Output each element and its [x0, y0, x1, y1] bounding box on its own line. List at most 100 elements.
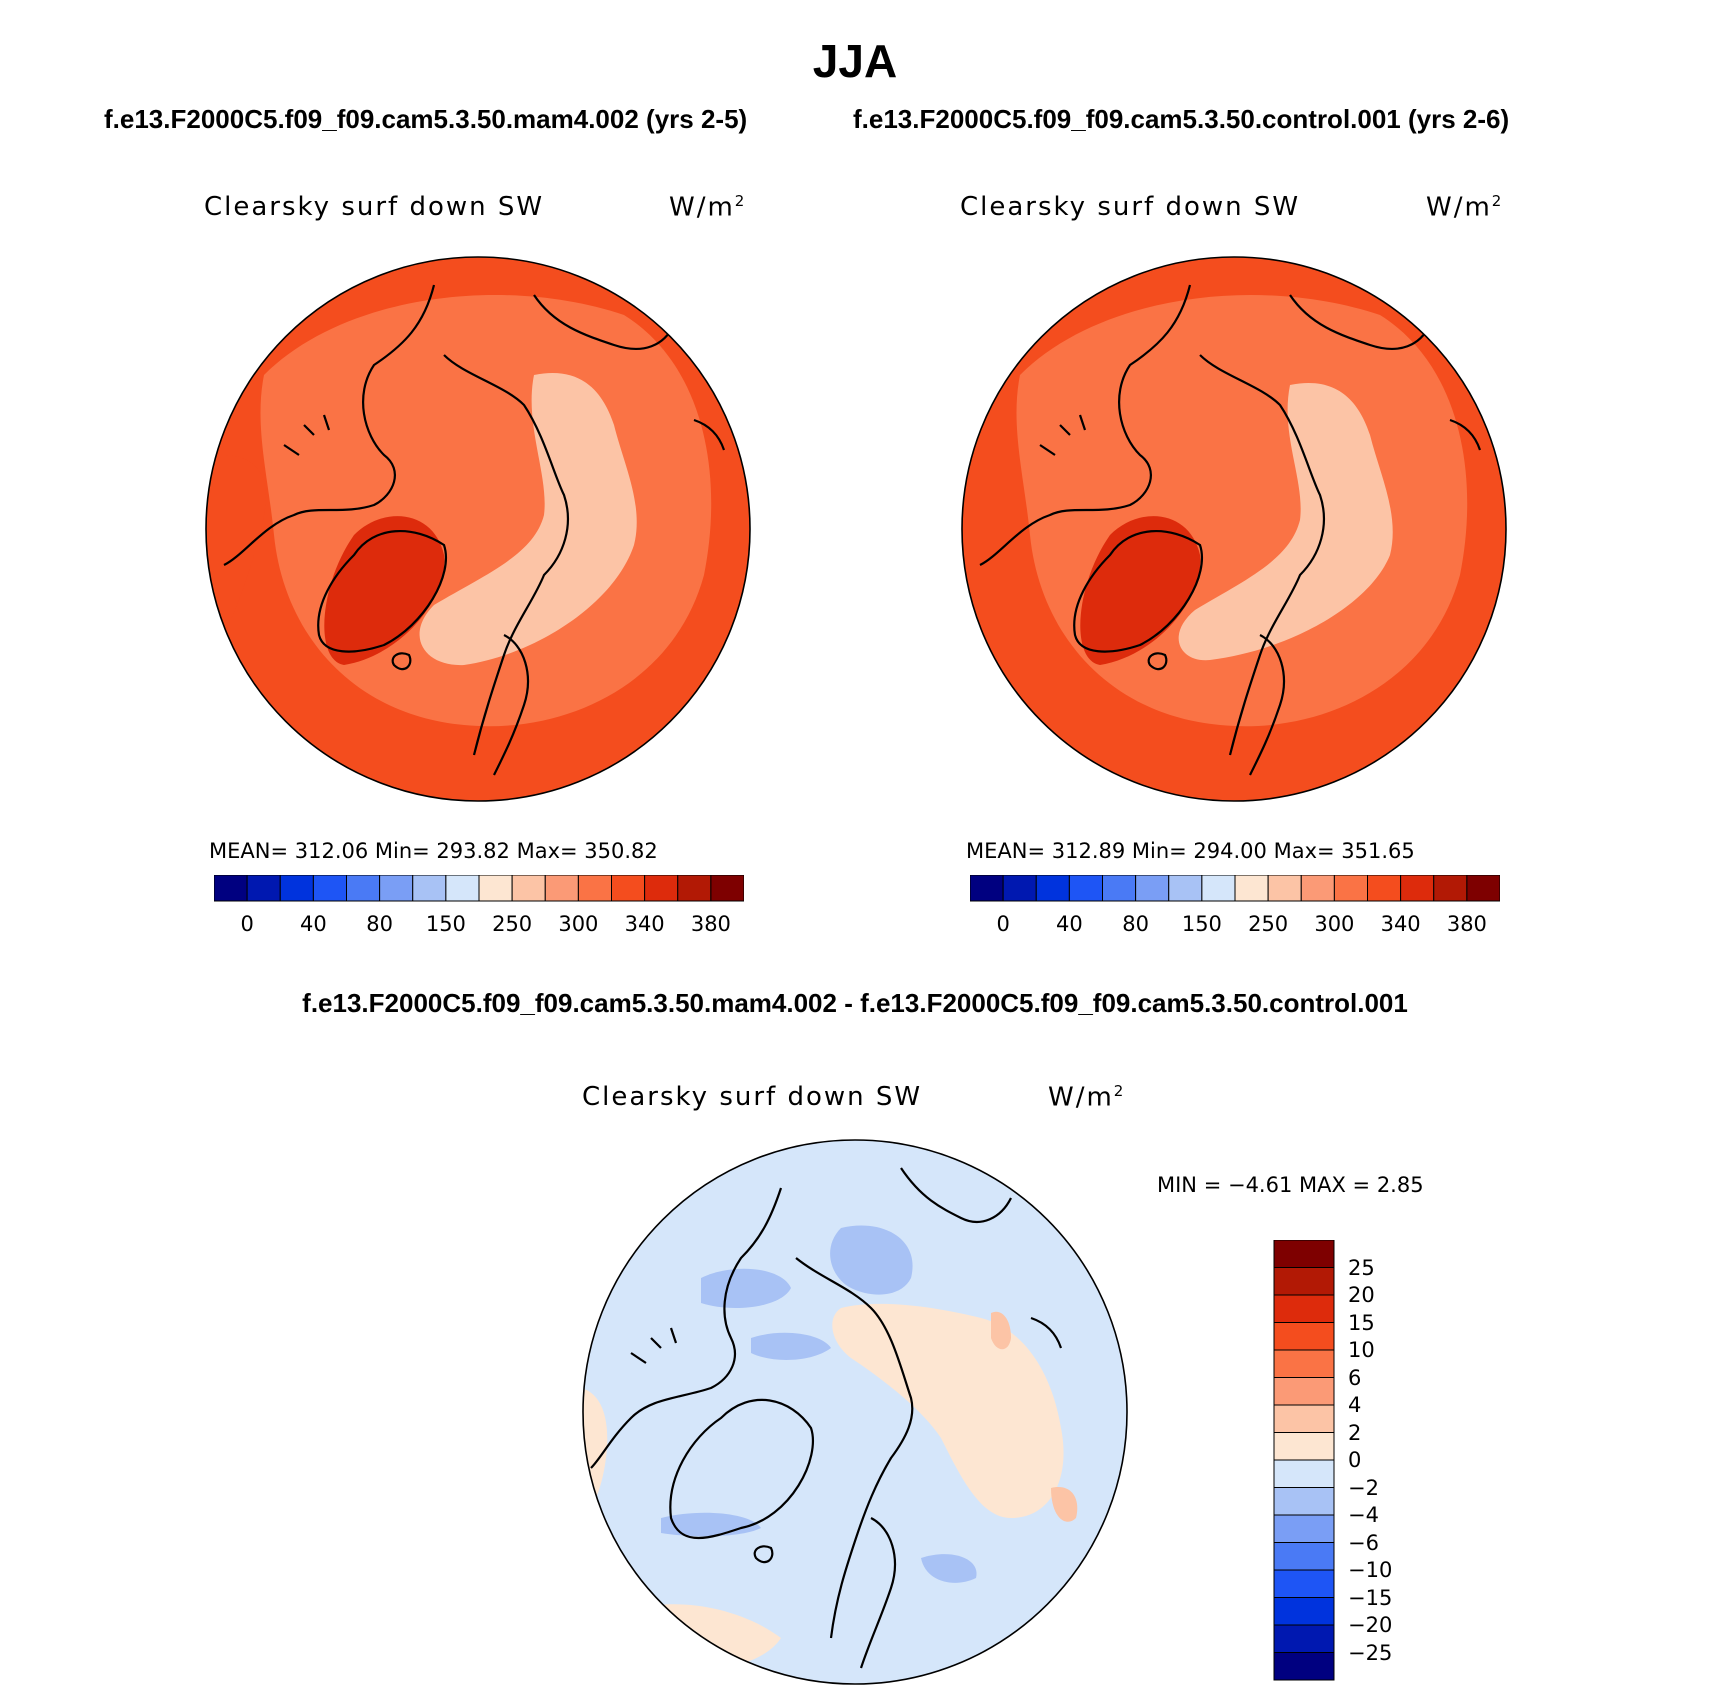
panel3-field-neg-1 — [830, 1225, 913, 1295]
colorbar-swatch — [1267, 875, 1302, 902]
panel3-stats: MIN = −4.61 MAX = 2.85 — [1157, 1173, 1424, 1197]
colorbar-tick-label: 250 — [492, 912, 533, 936]
colorbar-tick-label: 150 — [1181, 912, 1222, 936]
colorbar-swatch — [1273, 1240, 1335, 1268]
colorbar-tick-label: 300 — [1314, 912, 1355, 936]
colorbar-swatch — [1102, 875, 1137, 902]
colorbar-swatch — [214, 875, 248, 902]
colorbar-swatch — [1273, 1652, 1335, 1681]
colorbar-tick-label: −6 — [1348, 1530, 1379, 1555]
colorbar-tick-label: 2 — [1348, 1420, 1362, 1445]
panel2-polar-map — [961, 256, 1507, 802]
colorbar-swatch — [1273, 1404, 1335, 1433]
colorbar-tick-label: 0 — [1348, 1448, 1362, 1472]
panel3-field-pos-1 — [832, 1303, 1064, 1518]
panel2-unit-label: W/m2 — [1426, 192, 1504, 223]
colorbar-swatch — [544, 875, 579, 902]
colorbar-swatch — [478, 875, 513, 902]
panel3-variable-label: Clearsky surf down SW — [582, 1082, 923, 1112]
colorbar-swatch — [644, 875, 679, 902]
panel1-variable-label: Clearsky surf down SW — [204, 192, 545, 222]
colorbar-tick-label: 80 — [1122, 912, 1149, 936]
colorbar-swatch — [1273, 1294, 1335, 1323]
colorbar-tick-label: 4 — [1348, 1393, 1362, 1417]
colorbar-tick-label: −2 — [1348, 1475, 1379, 1500]
colorbar-swatch — [1201, 875, 1236, 902]
panel1-map-border — [205, 256, 751, 802]
colorbar-swatch — [1273, 1377, 1335, 1406]
colorbar-tick-label: 380 — [690, 912, 731, 936]
panel2-coastlines — [979, 284, 1482, 776]
colorbar-swatch — [1433, 875, 1468, 902]
panel3-colorbar-ticks: 25 20 15 10 6 4 2 0 −2 −4 −6 −10 −15 −20 −25 — [1348, 1240, 1428, 1682]
colorbar-tick-label: 340 — [1380, 912, 1421, 936]
colorbar-tick-label: 340 — [624, 912, 665, 936]
colorbar-tick-label: 250 — [1248, 912, 1289, 936]
colorbar-swatch — [1273, 1267, 1335, 1296]
colorbar-tick-label: 0 — [996, 912, 1010, 936]
colorbar-swatch — [1333, 875, 1368, 902]
colorbar-tick-label: −15 — [1348, 1585, 1393, 1610]
colorbar-swatch — [710, 875, 744, 902]
panel3-colorbar — [1273, 1240, 1335, 1681]
colorbar-swatch — [1300, 875, 1335, 902]
panel3-coastlines — [590, 1167, 1063, 1669]
colorbar-swatch — [1273, 1487, 1335, 1516]
colorbar-swatch — [970, 875, 1004, 902]
colorbar-swatch — [1400, 875, 1435, 902]
panel2-variable-label: Clearsky surf down SW — [960, 192, 1301, 222]
subtitle-difference: f.e13.F2000C5.f09_f09.cam5.3.50.mam4.002… — [302, 988, 1408, 1018]
colorbar-swatch — [1234, 875, 1269, 902]
subtitle-left-case: f.e13.F2000C5.f09_f09.cam5.3.50.mam4.002… — [104, 104, 748, 134]
colorbar-tick-label: −4 — [1348, 1503, 1379, 1527]
colorbar-swatch — [1466, 875, 1500, 902]
colorbar-swatch — [1035, 875, 1070, 902]
colorbar-tick-label: 0 — [240, 912, 254, 936]
colorbar-swatch — [1273, 1569, 1335, 1598]
panel1-coastlines — [223, 284, 726, 776]
colorbar-tick-label: 10 — [1348, 1338, 1375, 1362]
colorbar-tick-label: 150 — [425, 912, 466, 936]
colorbar-tick-label: 40 — [1056, 912, 1083, 936]
panel1-colorbar — [214, 875, 744, 902]
colorbar-swatch — [1135, 875, 1170, 902]
colorbar-tick-label: 40 — [300, 912, 327, 936]
panel3-field-neg-2 — [701, 1268, 791, 1308]
panel1-stats: MEAN= 312.06 Min= 293.82 Max= 350.82 — [209, 839, 658, 863]
panel2-map-border — [961, 256, 1507, 802]
colorbar-tick-label: 25 — [1348, 1255, 1375, 1280]
panel3-polar-map — [582, 1139, 1128, 1685]
panel2-colorbar-ticks: 0 40 80 150 250 300 340 380 — [970, 912, 1500, 942]
colorbar-tick-label: 20 — [1348, 1283, 1375, 1307]
subtitle-right-case: f.e13.F2000C5.f09_f09.cam5.3.50.control.… — [853, 104, 1510, 134]
colorbar-tick-label: −25 — [1348, 1640, 1393, 1665]
colorbar-swatch — [279, 875, 314, 902]
colorbar-swatch — [1273, 1432, 1335, 1461]
colorbar-swatch — [677, 875, 712, 902]
colorbar-swatch — [1273, 1624, 1335, 1653]
colorbar-swatch — [412, 875, 447, 902]
panel1-polar-map — [205, 256, 751, 802]
panel3-field-pos-2 — [991, 1311, 1011, 1350]
colorbar-tick-label: 300 — [558, 912, 599, 936]
panel2-field-pale — [1178, 383, 1393, 661]
panel2-stats: MEAN= 312.89 Min= 294.00 Max= 351.65 — [966, 839, 1415, 863]
colorbar-tick-label: 6 — [1348, 1365, 1362, 1390]
colorbar-swatch — [246, 875, 281, 902]
colorbar-swatch — [1002, 875, 1037, 902]
colorbar-swatch — [312, 875, 347, 902]
colorbar-swatch — [1168, 875, 1203, 902]
colorbar-swatch — [1068, 875, 1103, 902]
colorbar-tick-label: 380 — [1446, 912, 1487, 936]
panel1-field-pale — [419, 373, 637, 666]
colorbar-swatch — [511, 875, 546, 902]
colorbar-swatch — [1273, 1514, 1335, 1543]
colorbar-swatch — [346, 875, 381, 902]
colorbar-swatch — [611, 875, 646, 902]
panel1-field-edge — [224, 455, 266, 635]
colorbar-swatch — [379, 875, 414, 902]
colorbar-swatch — [1367, 875, 1402, 902]
panel1-colorbar-ticks: 0 40 80 150 250 300 340 380 — [214, 912, 744, 942]
colorbar-swatch — [445, 875, 480, 902]
page-title: JJA — [812, 35, 898, 87]
